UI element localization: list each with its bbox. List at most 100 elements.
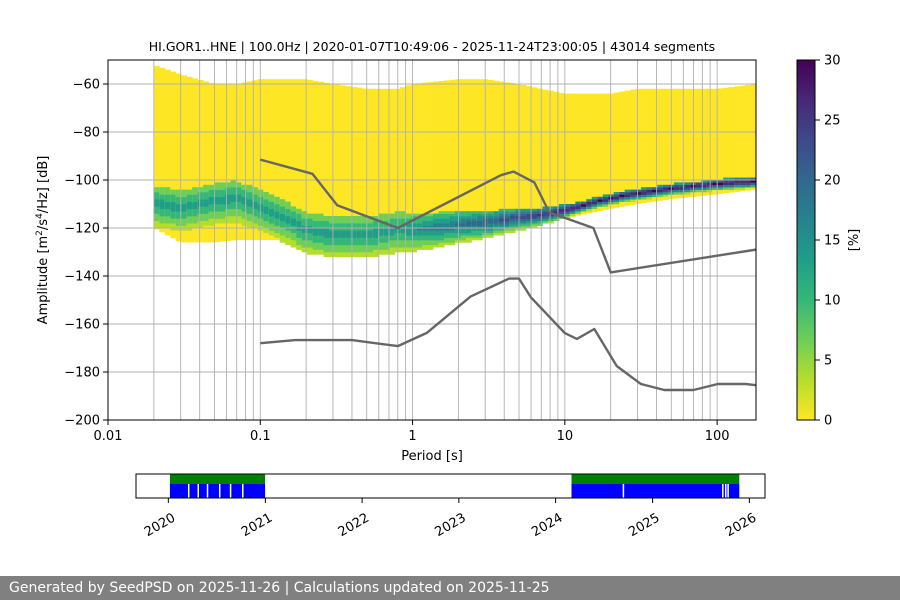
heatmap-cell	[449, 213, 456, 217]
heatmap-cell	[553, 206, 560, 210]
heatmap-cell	[246, 194, 253, 198]
heatmap-cell	[586, 201, 593, 205]
heatmap-cell	[241, 223, 248, 226]
heatmap-cell	[411, 216, 417, 219]
heatmap-cell	[170, 223, 177, 226]
heatmap-cell	[564, 213, 571, 217]
heatmap-cell	[235, 206, 242, 210]
heatmap-cell	[345, 220, 352, 224]
heatmap-cell	[356, 242, 363, 246]
heatmap-cell	[443, 225, 450, 229]
heatmap-cell	[405, 216, 412, 219]
heatmap-cell	[268, 199, 275, 202]
heatmap-cell	[252, 208, 259, 212]
heatmap-cell	[657, 192, 664, 195]
heatmap-cell	[547, 218, 554, 222]
heatmap-cell	[274, 232, 281, 236]
heatmap-cell	[279, 232, 286, 236]
heatmap-cell	[400, 232, 407, 236]
heatmap-cell	[208, 218, 215, 222]
heatmap-cell	[356, 235, 363, 238]
heatmap-cell	[230, 182, 237, 186]
heatmap-cell	[274, 225, 281, 229]
heatmap-cell	[279, 240, 286, 243]
heatmap-cell	[449, 220, 456, 224]
heatmap-cell	[389, 249, 396, 253]
heatmap-cell	[257, 225, 264, 229]
heatmap-cell	[225, 218, 231, 222]
heatmap-cell	[433, 223, 439, 226]
timeline-gap	[218, 484, 221, 498]
heatmap-cell	[367, 252, 374, 255]
heatmap-cell	[246, 206, 253, 210]
heatmap-cell	[296, 79, 303, 240]
heatmap-cell	[307, 242, 313, 246]
heatmap-cell	[728, 177, 735, 181]
heatmap-cell	[454, 223, 461, 226]
heatmap-cell	[186, 228, 193, 231]
heatmap-cell	[405, 244, 412, 248]
heatmap-cell	[219, 194, 226, 198]
heatmap-cell	[695, 189, 702, 193]
heatmap-cell	[274, 211, 281, 214]
heatmap-cell	[465, 211, 472, 214]
x-axis-ticks: 0.01 0.1 1 10 100	[94, 420, 730, 444]
heatmap-cell	[558, 211, 565, 214]
heatmap-cell	[257, 223, 264, 226]
heatmap-cell	[197, 216, 204, 219]
heatmap-cell	[476, 237, 483, 241]
heatmap-cell	[301, 230, 308, 234]
heatmap-cell	[695, 187, 702, 190]
heatmap-cell	[274, 216, 281, 219]
heatmap-cell	[230, 201, 237, 205]
heatmap-cell	[361, 235, 368, 238]
heatmap-cell	[241, 187, 248, 190]
heatmap-cell	[246, 201, 253, 205]
heatmap-cell	[361, 230, 368, 234]
heatmap-cell	[673, 88, 680, 199]
heatmap-cell	[504, 218, 511, 222]
heatmap-cell	[433, 81, 439, 234]
heatmap-cell	[734, 180, 740, 183]
heatmap-cell	[712, 184, 719, 188]
heatmap-cell	[257, 216, 264, 219]
heatmap-cell	[290, 235, 297, 238]
heatmap-cell	[416, 225, 423, 229]
timeline-coverage-top	[571, 474, 740, 484]
heatmap-cell	[307, 237, 313, 241]
heatmap-cell	[181, 192, 188, 195]
heatmap-cell	[279, 220, 286, 224]
heatmap-cell	[164, 196, 171, 200]
heatmap-cell	[219, 182, 226, 186]
heatmap-cell	[186, 192, 193, 195]
heatmap-cell	[323, 228, 330, 231]
heatmap-cell	[192, 78, 199, 243]
heatmap-cell	[186, 199, 193, 202]
heatmap-cell	[476, 213, 483, 217]
heatmap-cell	[504, 216, 511, 219]
heatmap-cell	[443, 213, 450, 217]
heatmap-cell	[630, 189, 636, 193]
heatmap-cell	[383, 232, 390, 236]
heatmap-cell	[164, 187, 171, 190]
heatmap-cell	[367, 240, 374, 243]
heatmap-cell	[164, 208, 171, 212]
heatmap-cell	[662, 194, 669, 198]
heatmap-cell	[411, 247, 417, 250]
timeline-coverage-bar	[571, 484, 740, 498]
heatmap-cell	[323, 247, 330, 250]
heatmap-cell	[350, 235, 357, 238]
heatmap-cell	[378, 235, 385, 238]
y-tick-label: −100	[64, 174, 100, 189]
heatmap-cell	[367, 223, 374, 226]
heatmap-cell	[241, 194, 248, 198]
heatmap-cell	[542, 213, 549, 217]
heatmap-cell	[230, 204, 237, 207]
heatmap-cell	[203, 218, 209, 222]
heatmap-cell	[252, 204, 259, 207]
heatmap-cell	[361, 247, 368, 250]
timeline-coverage-top	[169, 474, 266, 484]
heatmap-cell	[717, 182, 724, 186]
heatmap-cell	[290, 211, 297, 214]
heatmap-cell	[493, 218, 500, 222]
